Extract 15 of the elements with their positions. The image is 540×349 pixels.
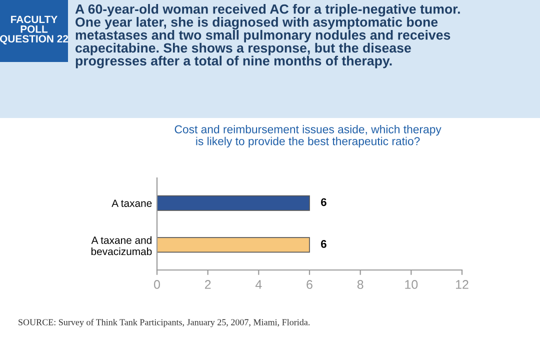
text: FACULTY POLL QUESTION 22 — [0, 16, 68, 44]
x-tick-label: 6 — [306, 280, 312, 289]
chart-subtitle: Cost and reimbursement issues aside, which therapy is likely to provide the best therapeutic ratio? — [174, 125, 442, 148]
source-note: SOURCE: Survey of Think Tank Participants, January 25, 2007, Miami, Florida. — [18, 318, 310, 328]
x-tick-label: 4 — [255, 280, 262, 289]
y-tick-label: A taxane — [112, 200, 152, 207]
data-label: 6 — [321, 198, 326, 206]
x-tick-label: 8 — [357, 280, 364, 289]
x-tick-label: 0 — [154, 280, 160, 289]
data-label: 6 — [321, 240, 326, 248]
chart-title: A 60-year-old woman received AC for a triple-negative tumor. One year later, she is diagnosed with asymptomatic bone metastases and two small pulmonary nodules and receives capecitabine. She shows a response, but the disease progresses after a total of nine months of therapy. — [75, 4, 460, 68]
x-tick-label: 10 — [405, 280, 418, 289]
y-tick-label: A taxane and bevacizumab — [91, 236, 152, 256]
x-tick-label: 12 — [456, 280, 468, 289]
x-tick-label: 2 — [204, 280, 211, 289]
